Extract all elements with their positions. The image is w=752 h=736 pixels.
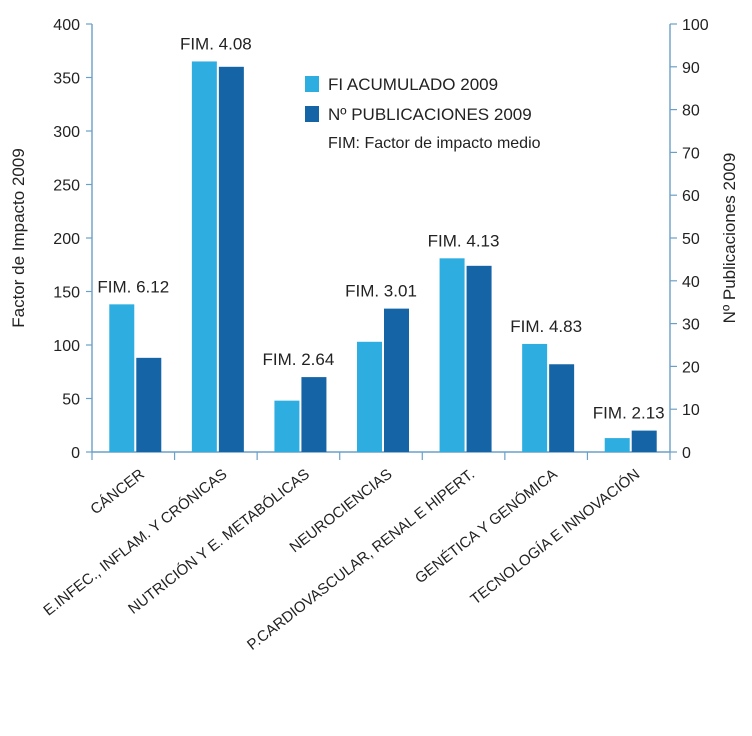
left-y-tick-label: 300: [53, 124, 80, 141]
fim-annotation: FIM. 4.13: [428, 231, 500, 250]
bar-fi-acumulado: [604, 438, 630, 452]
left-y-tick-label: 0: [71, 445, 80, 462]
legend-swatch: [305, 106, 319, 122]
right-y-tick-label: 60: [682, 188, 700, 205]
bar-publicaciones: [384, 308, 409, 452]
bar-fi-acumulado: [357, 341, 382, 452]
legend: FI ACUMULADO 2009 Nº PUBLICACIONES 2009 FI…: [305, 75, 541, 152]
legend-label: Nº PUBLICACIONES 2009: [328, 105, 532, 124]
category-label: TECNOLOGÍA E INNOVACIÓN: [467, 466, 643, 609]
category-label: NUTRICIÓN Y E. METABÓLICAS: [125, 466, 313, 618]
right-y-tick-label: 50: [682, 231, 700, 248]
bar-publicaciones: [631, 430, 657, 452]
right-y-tick-label: 90: [682, 60, 700, 77]
right-y-tick-label: 20: [682, 359, 700, 376]
fim-annotation: FIM. 6.12: [97, 277, 169, 296]
fim-annotation: FIM. 4.83: [510, 317, 582, 336]
category-label: GENÉTICA Y GENÓMICA: [412, 466, 561, 587]
fim-annotation: FIM. 2.13: [593, 404, 665, 423]
bar-publicaciones: [136, 357, 162, 452]
left-y-tick-label: 350: [53, 71, 80, 88]
right-y-tick-label: 100: [682, 17, 709, 34]
fim-annotation: FIM. 4.08: [180, 34, 252, 53]
right-y-tick-label: 80: [682, 103, 700, 120]
legend-label: FI ACUMULADO 2009: [328, 75, 498, 94]
left-y-axis-title: Factor de Impacto 2009: [9, 148, 28, 328]
legend-swatch: [305, 76, 319, 92]
left-y-tick-label: 50: [62, 392, 80, 409]
left-y-tick-label: 400: [53, 17, 80, 34]
fim-annotation: FIM. 3.01: [345, 282, 417, 301]
bar-fi-acumulado: [109, 304, 135, 452]
legend-note: FIM: Factor de impacto medio: [328, 135, 541, 152]
bar-fi-acumulado: [191, 61, 217, 452]
right-y-tick-label: 30: [682, 317, 700, 334]
left-y-tick-label: 150: [53, 285, 80, 302]
right-y-tick-label: 0: [682, 445, 691, 462]
category-label: CÁNCER: [87, 466, 148, 518]
right-y-axis-title: Nº Publicaciones 2009: [720, 153, 739, 324]
right-y-tick-label: 40: [682, 274, 700, 291]
bars: [109, 61, 657, 453]
right-y-tick-label: 70: [682, 145, 700, 162]
left-y-tick-label: 250: [53, 178, 80, 195]
bar-publicaciones: [218, 66, 244, 453]
fim-annotation: FIM. 2.64: [263, 350, 335, 369]
bar-publicaciones: [301, 377, 327, 452]
annotations: FIM. 6.12 FIM. 4.08 FIM. 2.64 FIM. 3.01 FIM.…: [97, 34, 664, 422]
bar-fi-acumulado: [439, 258, 465, 452]
left-y-tick-label: 100: [53, 338, 80, 355]
bar-publicaciones: [549, 364, 575, 452]
bar-fi-acumulado: [274, 400, 300, 452]
right-y-tick-label: 10: [682, 402, 700, 419]
left-y-tick-label: 200: [53, 231, 80, 248]
bar-fi-acumulado: [522, 343, 548, 452]
bar-publicaciones: [466, 265, 492, 452]
